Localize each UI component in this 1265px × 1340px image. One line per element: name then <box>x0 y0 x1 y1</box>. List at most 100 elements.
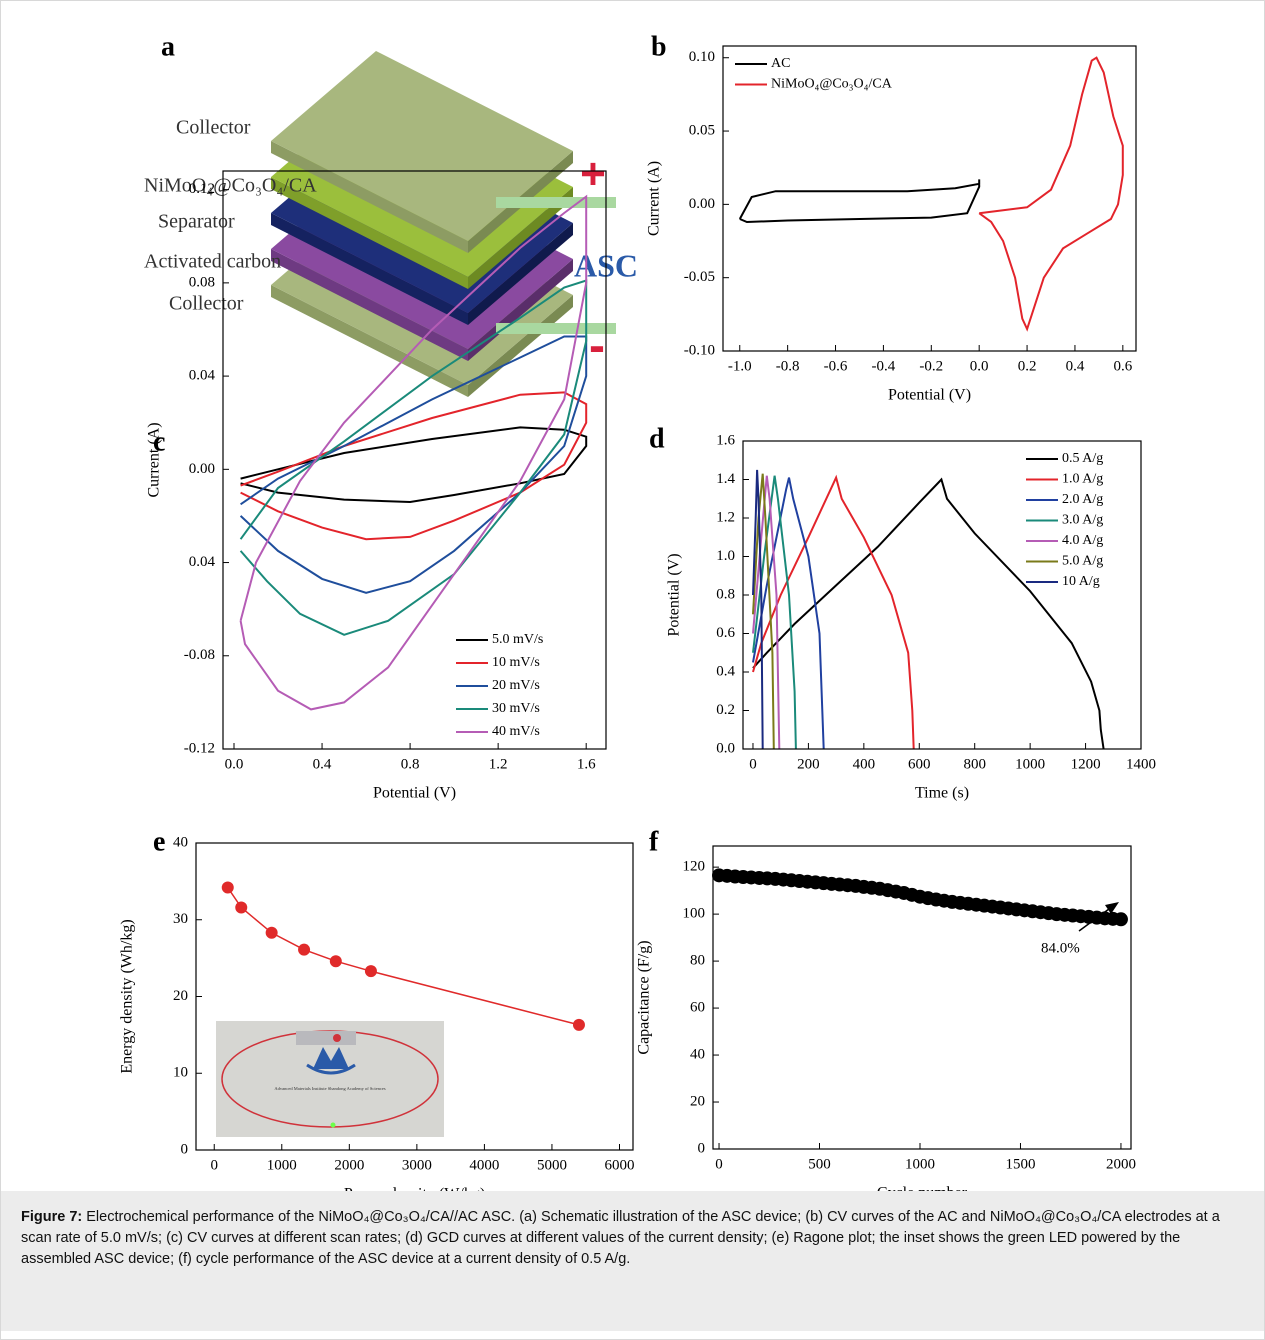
x-tick-label: -0.2 <box>919 358 943 374</box>
plot-frame <box>195 842 634 1151</box>
legend-label: 40 mV/s <box>492 724 540 739</box>
y-tick-label: 0.08 <box>189 274 215 290</box>
legend-label: 30 mV/s <box>492 701 540 716</box>
panel-label: d <box>649 423 665 454</box>
layer-label: Collector <box>176 117 251 139</box>
plot-frame <box>722 45 1137 352</box>
layer-side <box>271 285 468 397</box>
layer-side <box>271 249 468 361</box>
x-tick-label: 4000 <box>469 1157 499 1173</box>
x-tick-label: 0 <box>715 1156 723 1172</box>
plot-frame <box>222 170 607 750</box>
x-tick-label: 200 <box>797 756 820 772</box>
y-tick-label: 20 <box>690 1093 705 1109</box>
y-tick-label: 1.4 <box>716 471 735 487</box>
y-tick-label: 60 <box>690 1000 705 1016</box>
series-line <box>752 477 1105 750</box>
data-point <box>329 955 342 968</box>
x-tick-label: 0 <box>210 1157 218 1173</box>
x-tick-label: 1000 <box>1015 756 1045 772</box>
y-tick-label: 40 <box>173 834 188 850</box>
y-tick-label: 1.2 <box>716 509 735 525</box>
x-tick-label: -1.0 <box>728 358 752 374</box>
figure-panels: a Collector NiMoO₄@Co₃O₄/CA Separator Activ… <box>119 31 1156 1202</box>
series-line <box>227 887 580 1026</box>
y-tick-label: 0 <box>698 1140 706 1156</box>
legend-label: 20 mV/s <box>492 678 540 693</box>
series-line <box>239 194 588 711</box>
y-tick-label: 20 <box>173 988 188 1004</box>
x-tick-label: 0.4 <box>313 756 332 772</box>
series-line <box>239 279 588 636</box>
series-line <box>752 477 825 750</box>
x-tick-label: 600 <box>908 756 931 772</box>
y-tick-label: 0.4 <box>716 663 735 679</box>
series-line <box>738 179 981 224</box>
y-tick-label: 0.04 <box>189 368 216 384</box>
y-tick-label: 0.00 <box>689 196 715 212</box>
y-tick-label: 0.0 <box>716 740 735 756</box>
logo <box>313 1047 349 1069</box>
series-line <box>239 335 588 594</box>
x-tick-label: 800 <box>963 756 986 772</box>
x-axis-label: Potential (V) <box>373 785 456 802</box>
x-tick-label: 0.8 <box>401 756 420 772</box>
y-tick-label: 30 <box>173 911 188 927</box>
panel-label: a <box>161 31 175 62</box>
y-tick-label: 0.00 <box>189 461 215 477</box>
y-tick-label: 0.6 <box>716 625 735 641</box>
panel-label: c <box>153 426 165 457</box>
data-point <box>235 901 248 914</box>
panel-label: f <box>649 826 659 857</box>
arrow-head <box>1105 902 1119 914</box>
legend-label: 5.0 A/g <box>1062 554 1103 569</box>
layer-label: Activated carbon <box>144 251 281 273</box>
paper <box>296 1031 356 1045</box>
legend-label: 10 A/g <box>1062 574 1100 589</box>
logo-swoosh <box>306 1063 356 1075</box>
legend-label: 3.0 A/g <box>1062 513 1103 528</box>
x-tick-label: 0.2 <box>1018 358 1037 374</box>
minus-sign: - <box>589 320 605 373</box>
x-tick-label: 0 <box>749 756 757 772</box>
y-tick-label: 0.10 <box>689 49 715 65</box>
legend-label: 1.0 A/g <box>1062 472 1103 487</box>
x-tick-label: 500 <box>808 1156 831 1172</box>
y-tick-label: 0 <box>181 1141 189 1157</box>
legend-label: AC <box>771 56 790 71</box>
layer-side <box>271 177 468 289</box>
chart: d 0 200 400 600 800 1000 1200 1400 0.0 0.2 0.4 0.6 0.… <box>649 423 1156 801</box>
y-tick-label: 0.05 <box>689 122 715 138</box>
legend-label: 10 mV/s <box>492 655 540 670</box>
y-tick-label: -0.08 <box>184 647 215 663</box>
x-tick-label: 1200 <box>1071 756 1101 772</box>
x-tick-label: 2000 <box>334 1157 364 1173</box>
x-tick-label: 1000 <box>905 1156 935 1172</box>
layer-side <box>271 141 468 253</box>
layer-label: Collector <box>169 293 244 315</box>
inset-photo: Advanced Materials Institute Shandong Ac… <box>216 1021 444 1137</box>
x-tick-label: 0.6 <box>1113 358 1132 374</box>
chart: b -1.0 -0.8 -0.6 -0.4 -0.2 0.0 0.2 0.4 0.6 -0.10 -0… <box>646 31 1137 404</box>
annotation-arrow <box>1078 905 1114 932</box>
legend-label: 0.5 A/g <box>1062 451 1103 466</box>
plot-frame <box>712 845 1132 1150</box>
plus-sign: + <box>580 150 606 199</box>
y-tick-label: 1.0 <box>716 548 735 564</box>
x-tick-label: 1.2 <box>489 756 508 772</box>
chart: c0.0 0.4 0.8 1.2 1.6-0.12-0.080.040.000.040.… <box>146 170 607 802</box>
plot-frame <box>742 440 1142 750</box>
inset-text: Advanced Materials Institute Shandong Ac… <box>274 1086 385 1091</box>
y-tick-label: 40 <box>690 1046 705 1062</box>
layer-side <box>271 213 468 325</box>
caption-label: Figure 7: <box>21 1209 83 1225</box>
y-axis-label: Potential (V) <box>666 553 683 636</box>
x-tick-label: 1400 <box>1126 756 1156 772</box>
series-line <box>752 469 764 750</box>
x-tick-label: 0.0 <box>225 756 244 772</box>
layer-side <box>468 223 573 325</box>
x-axis-label: Time (s) <box>915 785 969 802</box>
layer-side <box>468 187 573 289</box>
y-tick-label: 0.2 <box>716 702 735 718</box>
